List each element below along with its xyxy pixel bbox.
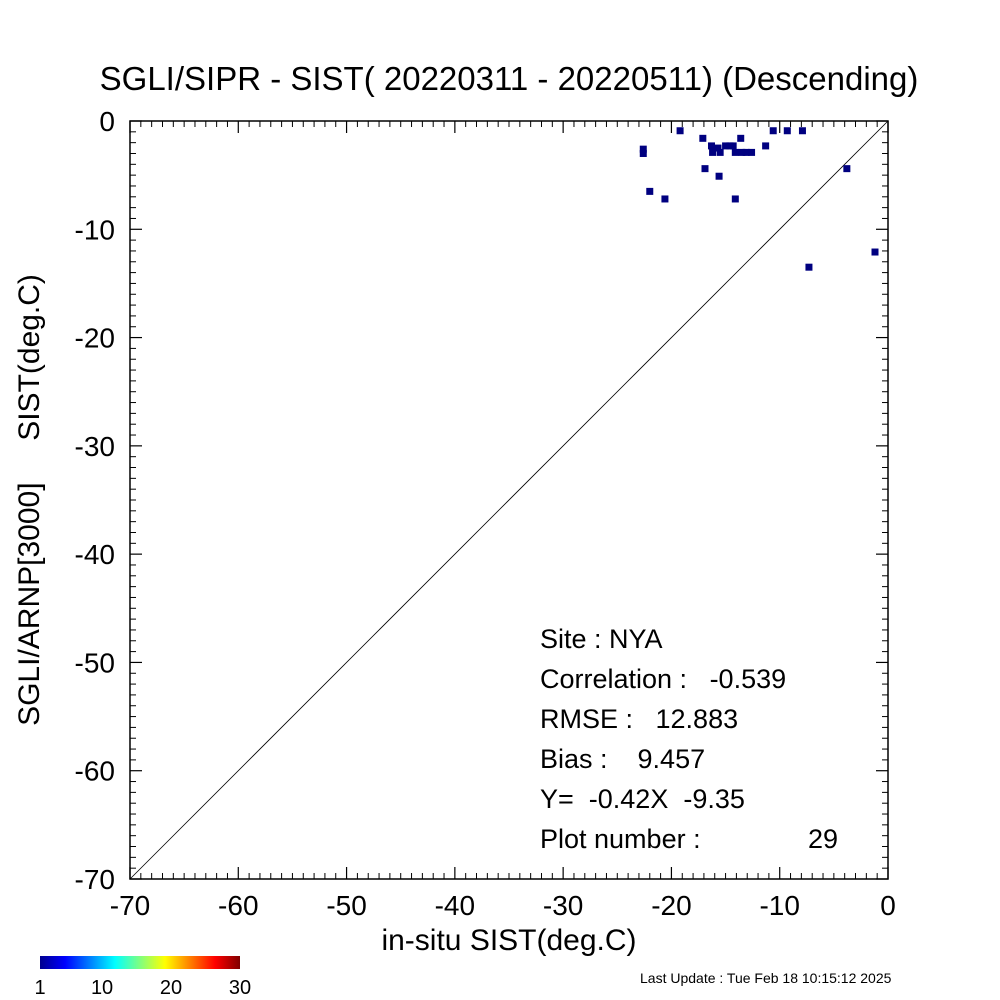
data-point [731,195,739,203]
y-tick-label: 0 [99,106,115,137]
data-point [738,148,746,156]
stat-plot-number-label: Plot number : [540,824,701,854]
stat-correlation: Correlation : -0.539 [540,664,786,694]
y-tick-label: -60 [75,756,115,787]
data-point [762,142,770,150]
data-point [716,148,724,156]
data-point [769,127,777,135]
y-tick-label: -40 [75,539,115,570]
data-point [731,148,739,156]
stat-site: Site : NYA [540,624,663,654]
stats-block: Site : NYA Correlation : -0.539 RMSE : 1… [540,624,838,854]
data-point [798,127,806,135]
data-point [646,187,654,195]
last-update-text: Last Update : Tue Feb 18 10:15:12 2025 [640,970,892,986]
stat-regression: Y= -0.42X -9.35 [540,784,745,814]
stat-bias: Bias : 9.457 [540,744,705,774]
colorbar-tick-label: 1 [34,977,45,999]
colorbar-ticks: 1 10 20 30 [34,977,251,999]
colorbar [40,956,240,969]
data-point [871,248,879,256]
x-tick-label: 0 [880,890,896,921]
stat-rmse: RMSE : 12.883 [540,704,738,734]
colorbar-tick-label: 10 [91,977,113,999]
data-point [701,165,709,173]
one-to-one-line [129,120,889,880]
y-axis-ticks: -70 -60 -50 -40 -30 -20 -10 0 [75,106,888,895]
data-point [737,134,745,142]
data-point [748,148,756,156]
data-point [722,142,730,150]
data-point [729,142,737,150]
y-tick-label: -10 [75,214,115,245]
data-point [715,172,723,180]
x-tick-label: -10 [759,890,799,921]
y-tick-label: -50 [75,647,115,678]
colorbar-tick-label: 20 [160,977,182,999]
x-tick-label: -70 [110,890,150,921]
data-point [661,195,669,203]
data-point [709,148,717,156]
y-tick-label: -30 [75,431,115,462]
y-tick-label: -70 [75,864,115,895]
data-point [843,165,851,173]
x-tick-label: -40 [435,890,475,921]
data-point [639,145,647,153]
data-point [676,127,684,135]
x-tick-label: -30 [543,890,583,921]
y-tick-label: -20 [75,323,115,354]
minor-ticks [130,121,888,879]
data-point [783,127,791,135]
x-axis-ticks: -70 -60 -50 -40 -30 -20 -10 0 [110,121,896,921]
y-axis-label: SGLI/ARNP[3000] SIST(deg.C) [13,274,46,726]
x-tick-label: -50 [326,890,366,921]
data-points [639,127,879,271]
data-point [707,142,715,150]
x-tick-label: -20 [651,890,691,921]
data-point [805,263,813,271]
data-point [699,134,707,142]
colorbar-tick-label: 30 [229,977,251,999]
data-point [742,148,750,156]
data-point [714,144,722,152]
data-point [639,149,647,157]
x-axis-label: in-situ SIST(deg.C) [381,924,636,957]
chart-title: SGLI/SIPR - SIST( 20220311 - 20220511) (… [100,60,919,97]
stat-plot-number-value: 29 [808,824,838,854]
x-tick-label: -60 [218,890,258,921]
